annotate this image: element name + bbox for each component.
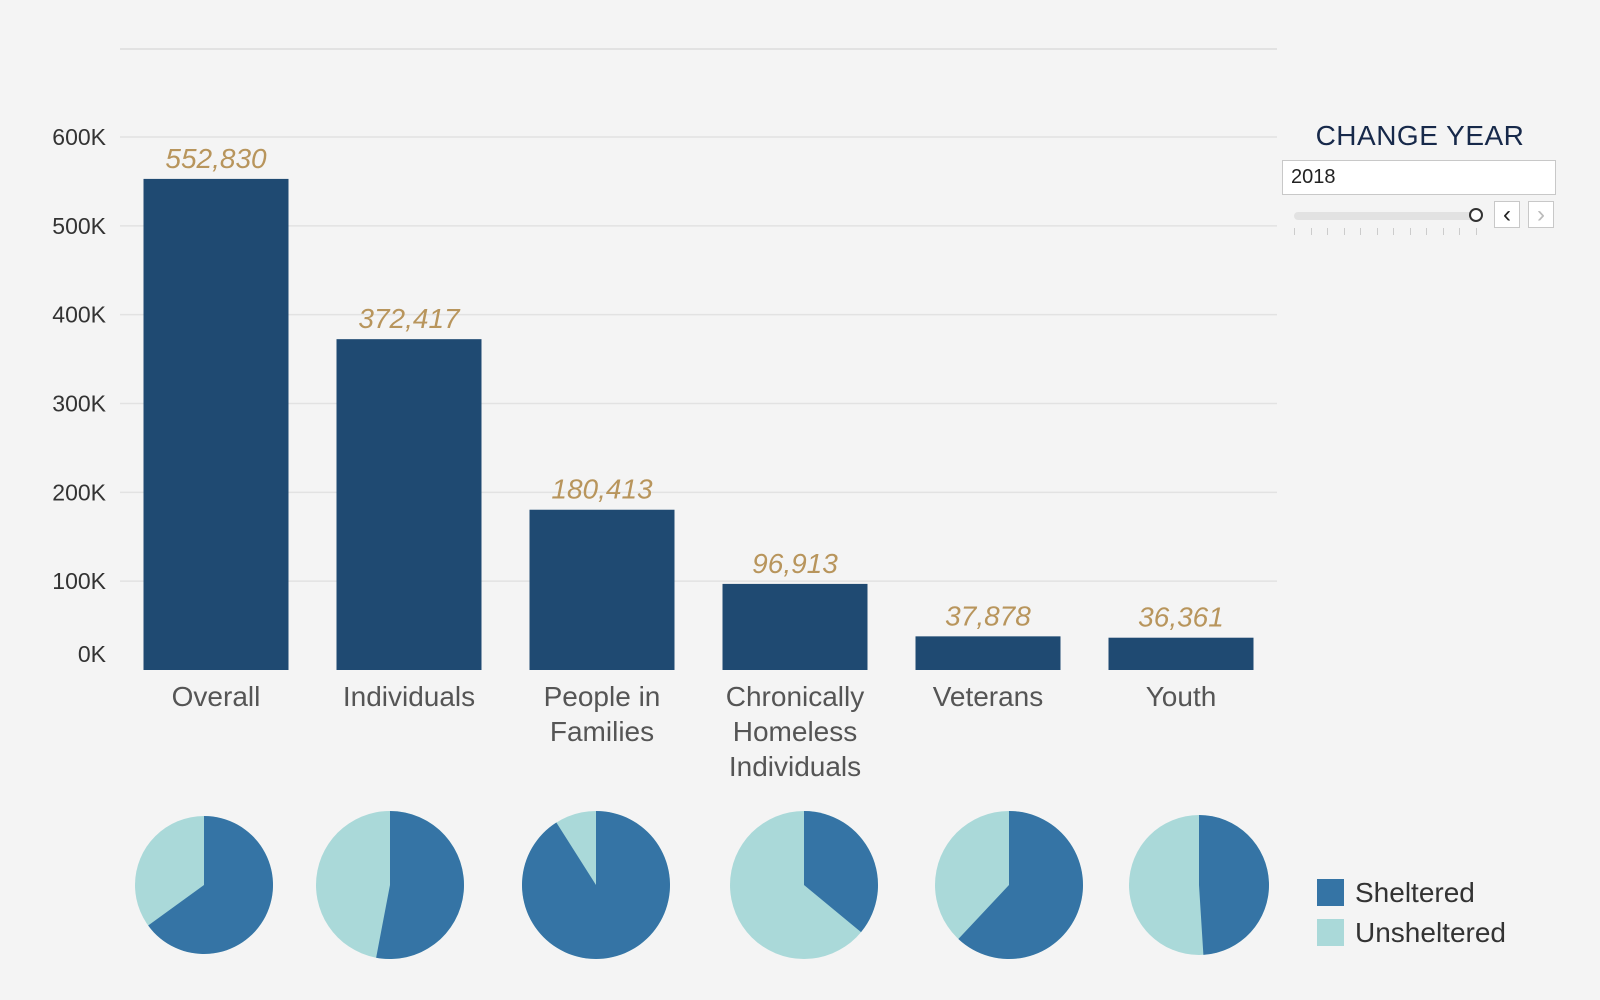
- year-slider-track[interactable]: [1294, 212, 1476, 220]
- bar: [1108, 637, 1254, 670]
- pie-chart: [316, 811, 464, 959]
- pie-slice-sheltered: [148, 816, 273, 954]
- category-label: People in Families: [544, 681, 661, 747]
- bar: [722, 583, 868, 670]
- y-tick-label: 500K: [52, 213, 106, 239]
- pie-chart: [135, 816, 273, 954]
- legend-swatch: [1317, 879, 1344, 906]
- bar-value-label: 372,417: [358, 303, 461, 334]
- category-label: Veterans: [933, 681, 1044, 712]
- bar: [529, 509, 675, 670]
- next-year-button[interactable]: ›: [1528, 201, 1554, 228]
- year-slider-row: ‹ ›: [1282, 199, 1556, 239]
- pie-slice-sheltered: [804, 811, 879, 933]
- category-label: Individuals: [343, 681, 475, 712]
- legend-label: Sheltered: [1355, 877, 1475, 908]
- bar: [143, 178, 289, 670]
- legend-label: Unsheltered: [1355, 917, 1506, 948]
- bar-value-label: 36,361: [1138, 602, 1224, 633]
- category-label: Chronically Homeless Individuals: [726, 681, 865, 782]
- pie-slice-sheltered: [1199, 815, 1270, 955]
- change-year-control: CHANGE YEAR ‹ ›: [1282, 120, 1556, 239]
- year-input[interactable]: [1282, 160, 1556, 195]
- y-axis: 0K 100K 200K 300K 400K 500K 600K: [52, 124, 106, 667]
- bars: [143, 178, 1254, 670]
- chevron-left-icon: ‹: [1503, 200, 1511, 228]
- y-tick-label: 600K: [52, 124, 106, 150]
- pie-slice-sheltered: [522, 811, 670, 959]
- bar-value-label: 552,830: [165, 143, 267, 174]
- pie-charts: [135, 811, 1270, 959]
- year-slider-ticks: [1294, 228, 1477, 236]
- y-tick-label: 400K: [52, 302, 106, 328]
- y-tick-label: 300K: [52, 391, 106, 417]
- x-axis-labels: Overall Individuals People in Families Chron…: [172, 681, 1217, 782]
- y-tick-label: 0K: [78, 641, 107, 667]
- change-year-title: CHANGE YEAR: [1315, 120, 1525, 151]
- pie-slice-sheltered: [958, 811, 1083, 959]
- category-label: Overall: [172, 681, 261, 712]
- y-tick-label: 100K: [52, 568, 106, 594]
- legend: Sheltered Unsheltered: [1317, 877, 1506, 948]
- bar-value-label: 37,878: [945, 600, 1031, 631]
- category-label: Youth: [1146, 681, 1217, 712]
- bar-value-label: 180,413: [551, 474, 653, 505]
- pie-chart: [935, 811, 1083, 959]
- pie-chart: [522, 811, 670, 959]
- pie-chart: [1129, 815, 1270, 955]
- pie-slice-sheltered: [376, 811, 464, 959]
- year-slider-handle[interactable]: [1469, 208, 1483, 222]
- previous-year-button[interactable]: ‹: [1494, 201, 1520, 228]
- pie-chart: [730, 811, 879, 959]
- data-labels: 552,830 372,417 180,413 96,913 37,878 36,361: [165, 143, 1223, 633]
- y-tick-label: 200K: [52, 479, 106, 505]
- bar: [915, 636, 1061, 670]
- chevron-right-icon: ›: [1537, 200, 1545, 228]
- gridlines: [120, 48, 1277, 582]
- bar-value-label: 96,913: [752, 548, 838, 579]
- legend-swatch: [1317, 919, 1344, 946]
- bar: [336, 339, 482, 670]
